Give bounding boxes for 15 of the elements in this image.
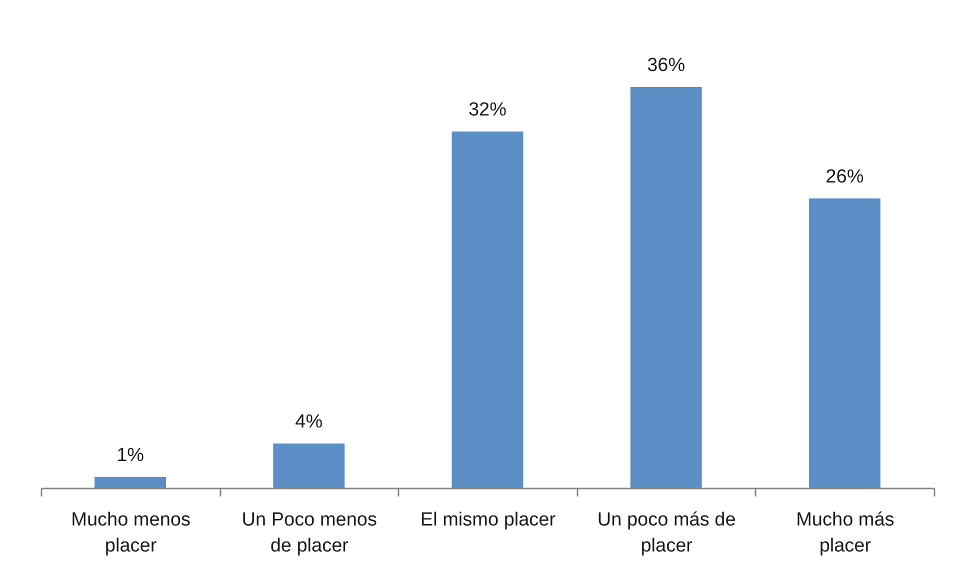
x-tick-label: Un poco más de placer bbox=[597, 510, 736, 556]
x-tick-label: El mismo placer bbox=[420, 510, 556, 530]
data-label: 36% bbox=[647, 55, 686, 76]
bar bbox=[452, 132, 524, 488]
data-label: 26% bbox=[826, 166, 864, 188]
bar bbox=[808, 198, 880, 488]
bar bbox=[630, 87, 702, 488]
data-label: 1% bbox=[116, 444, 144, 466]
bar bbox=[94, 476, 166, 488]
x-tick-label: Un Poco menos de placer bbox=[242, 510, 377, 556]
x-tick-label: Mucho más placer bbox=[796, 510, 894, 556]
x-tick-label: Mucho menos placer bbox=[71, 510, 190, 556]
bar bbox=[273, 443, 345, 488]
data-label: 32% bbox=[468, 100, 507, 121]
data-label: 4% bbox=[295, 411, 323, 432]
